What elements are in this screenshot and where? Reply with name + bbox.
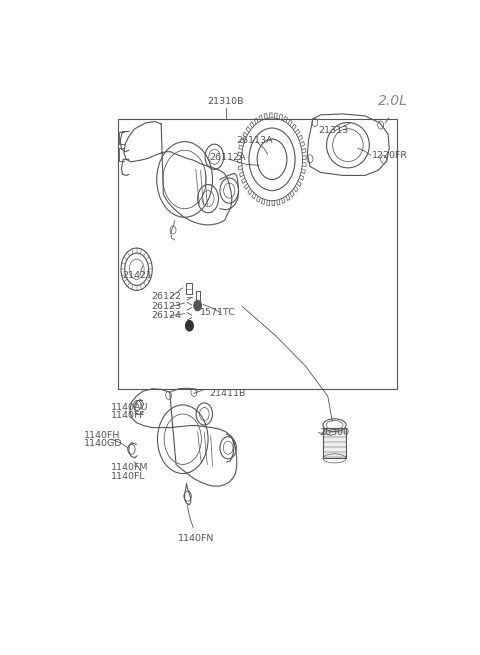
Text: 21313: 21313	[319, 126, 349, 135]
Text: 1140GD: 1140GD	[84, 440, 123, 448]
Text: 21310B: 21310B	[207, 98, 244, 106]
Text: 1140FH: 1140FH	[84, 431, 120, 440]
Circle shape	[194, 301, 202, 310]
Text: 26300: 26300	[320, 428, 350, 437]
Text: 26124: 26124	[151, 311, 181, 320]
Text: 2.0L: 2.0L	[378, 94, 408, 107]
Text: 26112A: 26112A	[209, 153, 245, 162]
Text: 26122: 26122	[151, 293, 181, 301]
Bar	[186, 284, 192, 295]
Text: 1140AU: 1140AU	[111, 403, 149, 412]
Circle shape	[195, 286, 200, 291]
Text: 21421: 21421	[122, 271, 152, 280]
Text: 1571TC: 1571TC	[200, 308, 235, 317]
Bar	[324, 428, 346, 458]
Text: 21411B: 21411B	[209, 389, 246, 398]
Circle shape	[186, 321, 193, 331]
Text: 1220FR: 1220FR	[372, 151, 408, 160]
Bar	[118, 119, 396, 389]
Text: 1140FL: 1140FL	[111, 472, 146, 481]
Text: 1140FF: 1140FF	[111, 411, 146, 420]
Text: 26113A: 26113A	[237, 136, 273, 145]
Text: 26123: 26123	[151, 302, 181, 311]
Text: 1140FN: 1140FN	[178, 534, 214, 542]
Text: 1140FM: 1140FM	[111, 464, 149, 472]
